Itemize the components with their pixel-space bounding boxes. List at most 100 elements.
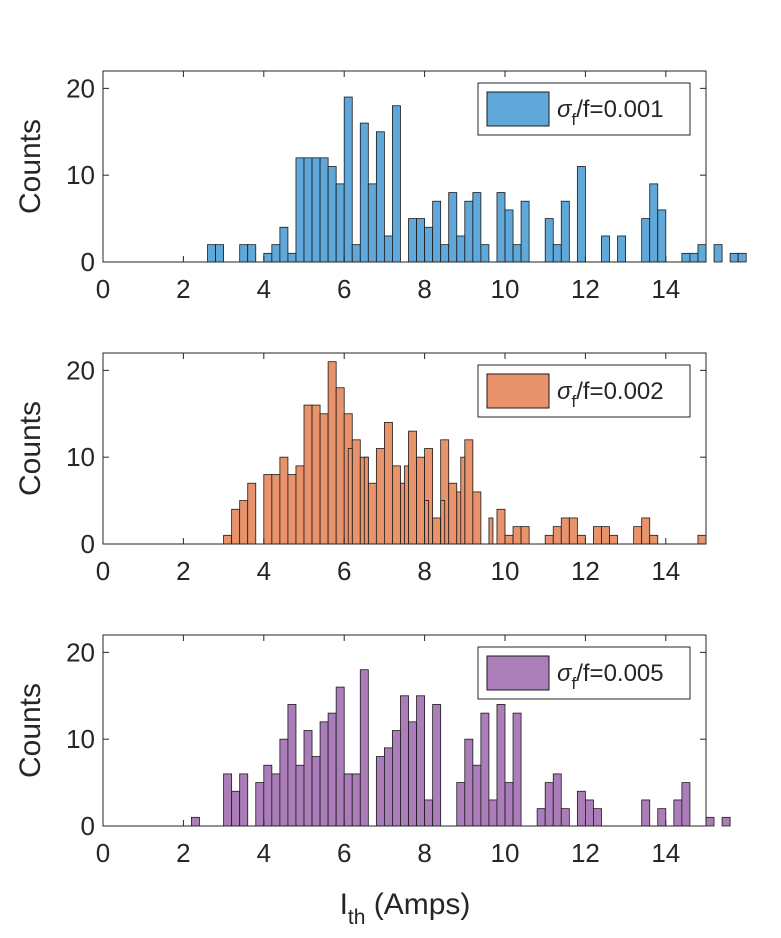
histogram-bar [460,456,466,545]
histogram-bar: 7.8: 5 [416,218,425,263]
histogram-bar: 5.0: 16 [303,404,313,545]
histogram-bar: 10.2: 2 [512,244,522,263]
legend-sigma-subscript: f [571,674,576,693]
histogram-bar: 14.4: 1 [681,252,691,263]
histogram-bar: 8.6: 7 [448,482,458,545]
histogram-bar: 7.8: 15 [416,695,425,827]
histogram-bar: 3.2: 4 [231,508,241,545]
histogram-bar: 4.4: 4 [279,226,289,263]
histogram-bar: 5.0: 11 [303,730,313,827]
y-tick-label: 20 [66,355,95,385]
histogram-bar: 4.8: 7 [295,764,305,827]
histogram-bar: 10.4: 2 [520,526,530,545]
histogram-bar [347,448,353,545]
histogram-bar: 5.4: 12 [319,721,329,827]
histogram-bar: 8.2: 3 [432,517,442,545]
histogram-bar: 15.4: 1 [721,816,731,827]
x-tick-label: 8 [417,838,431,868]
x-tick-label: 2 [176,838,190,868]
histogram-bar: 9.4: 13 [480,712,490,827]
histogram-bar: 11.0: 5 [544,782,554,827]
histogram-panel-middle: 3.0: 13.2: 43.4: 53.6: 7 4.0: 84.2: 84.4:… [14,352,707,586]
y-tick-label: 0 [81,529,95,559]
histogram-bar: 3.8: 5 [255,782,265,827]
legend-swatch [486,373,550,409]
histogram-bar [424,500,430,545]
histogram-bar: 6.8: 8 [375,756,385,827]
histogram-panel-bottom: 2.2: 1 3.0: 63.2: 43.4: 6 3.8: 54.0: 74.2:… [14,634,731,868]
histogram-bar: 5.8: 18 [335,387,345,545]
histogram-bar: 9.0: 7 [464,200,474,263]
histogram-bar: 7.0: 9 [383,747,393,827]
histogram-bar: 11.0: 1 [544,534,554,545]
legend-ratio-text: /f=0.005 [576,660,663,687]
histogram-bar: 6.8: 11 [375,448,385,545]
histogram-bar: 8.8: 3 [456,235,466,263]
histogram-bar: 10.0: 1 [504,534,514,545]
histogram-bar: 15.8: 1 [737,252,747,263]
histogram-bar: 5.2: 8 [311,756,321,827]
y-axis-label: Counts [14,401,47,496]
histogram-bar: 9.8: 14 [496,704,506,827]
histogram-bar: 4.0: 8 [263,474,273,545]
histogram-bar: 9.2: 7 [472,764,482,827]
histogram-bar: 6.6: 7 [367,482,377,545]
legend-ratio-text: /f=0.002 [576,378,663,405]
histogram-bar: 5.8: 16 [335,686,345,827]
histogram-bar: 6.6: 9 [367,183,377,263]
histogram-bar: 4.6: 1 [287,252,297,263]
legend-sigma-symbol: σ [557,378,573,405]
histogram-bar: 3.0: 6 [223,773,233,827]
histogram-bar: 9.8: 8 [496,192,506,263]
histogram-bar: 9.4: 2 [480,244,490,263]
histogram-bar: 15.2: 2 [713,244,723,263]
histogram-bar: 7.6: 13 [408,430,417,545]
histogram-bar: 11.2: 2 [552,244,562,263]
histogram-bar [440,500,446,545]
x-axis-label-subscript: th [348,906,366,929]
x-axis-label: Ith (Amps) [340,888,471,929]
legend-label-bottom: σf/f=0.005 [557,660,664,693]
histogram-bar: 9.0: 12 [464,439,474,545]
histogram-bar: 3.6: 7 [247,482,257,545]
histogram-bar: 6.2: 2 [351,244,361,263]
histogram-bar: 7.2: 18 [392,105,401,263]
legend-sigma-subscript: f [571,110,576,129]
histogram-bar: 6.4: 16 [359,122,369,263]
histogram-bar: 13.6: 1 [649,534,659,545]
y-tick-label: 20 [66,73,95,103]
histogram-bar: 9.6: 3 [488,799,498,827]
histogram-bar: 7.6: 5 [408,218,417,263]
histogram-bar: 14.2: 3 [673,799,683,827]
axes-frame [102,634,707,827]
histogram-bar: 4.8: 12 [295,157,305,263]
x-tick-label: 0 [96,838,110,868]
y-tick-label: 20 [66,637,95,667]
histogram-bar: 4.0: 1 [263,252,273,263]
histogram-bar: 4.2: 6 [271,773,281,827]
histogram-bar: 14.8: 1 [697,534,707,545]
x-tick-label: 6 [337,274,351,304]
histogram-bar: 9.0: 10 [464,738,474,827]
histogram-bar: 2.8: 2 [215,244,224,263]
histogram-bar: 12.2: 2 [593,526,602,545]
histogram-bar [404,465,409,545]
legend-label-top: σf/f=0.001 [557,96,664,129]
histogram-bar: 12.8: 3 [617,235,626,263]
histogram-bar: 3.4: 6 [239,773,249,827]
histogram-bar: 7.0: 3 [383,235,393,263]
y-axis-label: Counts [14,119,47,214]
histogram-bar: 6.0: 6 [343,773,353,827]
histogram-bar: 3.4: 5 [239,500,249,545]
x-tick-label: 0 [96,556,110,586]
x-tick-label: 10 [491,838,520,868]
y-tick-label: 10 [66,442,95,472]
y-tick-label: 0 [81,811,95,841]
x-tick-label: 6 [337,838,351,868]
histogram-bar: 6.2: 12 [351,439,361,545]
histogram-bar [488,517,494,545]
x-tick-label: 14 [651,556,680,586]
x-tick-label: 10 [491,556,520,586]
histogram-bar: 9.8: 4 [496,508,506,545]
